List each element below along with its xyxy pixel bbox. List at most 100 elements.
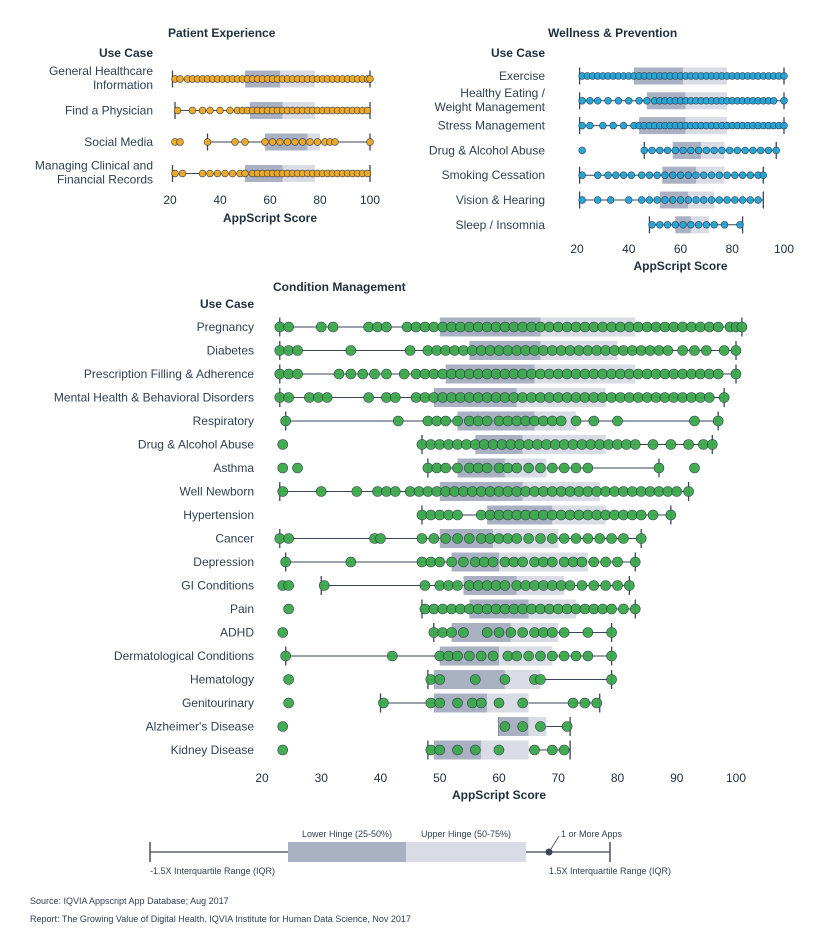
data-point xyxy=(582,462,594,474)
data-point xyxy=(676,196,685,204)
data-point xyxy=(464,392,475,403)
data-point xyxy=(677,368,688,380)
data-point xyxy=(653,462,665,474)
data-point xyxy=(523,439,534,450)
data-point xyxy=(291,138,299,146)
data-point xyxy=(692,196,700,204)
data-point xyxy=(588,392,600,403)
data-point xyxy=(538,509,549,521)
data-point xyxy=(659,321,671,333)
data-point xyxy=(679,221,687,229)
data-point xyxy=(283,321,294,333)
data-point xyxy=(687,146,695,155)
data-point xyxy=(452,533,463,544)
row-label: Drug & Alcohol Abuse xyxy=(429,143,545,157)
data-point xyxy=(481,368,493,380)
row-label: Prescription Filling & Adherence xyxy=(84,367,254,381)
data-point xyxy=(588,368,600,380)
data-point xyxy=(481,321,493,333)
data-point xyxy=(567,697,579,709)
data-point xyxy=(529,486,540,497)
data-point xyxy=(422,415,434,427)
data-point xyxy=(381,368,392,380)
data-point xyxy=(428,392,440,403)
row-exercise: Exercise xyxy=(499,67,788,85)
data-point xyxy=(277,721,289,732)
data-point xyxy=(643,97,651,105)
legend: Lower Hinge (25-50%) Upper Hinge (50-75%… xyxy=(149,829,671,876)
data-point xyxy=(475,697,487,709)
data-point xyxy=(431,462,443,474)
data-point xyxy=(431,486,443,497)
data-point xyxy=(176,75,184,83)
data-point xyxy=(780,72,788,80)
data-point xyxy=(277,627,289,638)
data-point xyxy=(686,392,697,403)
data-point xyxy=(440,345,451,356)
tick-label: 70 xyxy=(552,771,566,785)
data-point xyxy=(499,368,511,380)
row-stress-management: Stress Management xyxy=(438,117,788,135)
data-point xyxy=(206,169,214,178)
data-point xyxy=(677,392,688,403)
row-prescription-filling-adherence: Prescription Filling & Adherence xyxy=(84,364,742,384)
data-point xyxy=(425,744,437,756)
data-point xyxy=(345,368,357,380)
data-point xyxy=(363,321,374,333)
row-hematology: Hematology xyxy=(190,670,617,689)
tick-label: 100 xyxy=(774,242,794,256)
data-point xyxy=(612,556,623,568)
data-point xyxy=(455,392,466,403)
legend-left-iqr-label: -1.5X Interquartile Range (IQR) xyxy=(150,866,275,876)
data-point xyxy=(561,392,573,403)
data-point xyxy=(573,486,585,497)
data-point xyxy=(535,603,546,615)
data-point xyxy=(627,171,636,179)
row-social-media: Social Media xyxy=(84,133,374,151)
data-point xyxy=(561,721,573,732)
data-point xyxy=(582,650,594,662)
data-point xyxy=(280,415,292,427)
row-pain: Pain xyxy=(230,599,641,619)
data-point xyxy=(629,556,641,568)
row-healthy-eating-weight-management: Healthy Eating / Weight Management xyxy=(434,86,788,114)
data-point xyxy=(437,627,449,638)
data-point xyxy=(544,603,555,615)
data-point xyxy=(656,146,664,155)
data-point xyxy=(499,321,511,333)
tick-label: 100 xyxy=(726,771,746,785)
data-point xyxy=(576,556,588,568)
lower-hinge-box xyxy=(451,623,511,642)
data-point xyxy=(487,650,499,662)
data-point xyxy=(511,415,523,427)
data-point xyxy=(428,627,440,638)
data-point xyxy=(277,462,289,474)
data-point xyxy=(404,486,416,497)
footer: Source: IQVIA Appscript App Database; Au… xyxy=(30,896,411,924)
data-point xyxy=(419,392,431,403)
data-point xyxy=(663,146,672,155)
data-point xyxy=(410,368,422,380)
data-point xyxy=(582,627,594,638)
data-point xyxy=(304,392,315,403)
data-point xyxy=(292,462,303,474)
row-header: Use Case xyxy=(200,297,254,311)
data-point xyxy=(419,580,431,591)
data-point xyxy=(469,439,481,450)
row-kidney-disease: Kidney Disease xyxy=(171,740,571,760)
data-point xyxy=(615,321,626,333)
data-point xyxy=(695,392,706,403)
data-point xyxy=(606,674,617,685)
data-point xyxy=(419,603,431,615)
tick-label: 90 xyxy=(670,771,684,785)
data-point xyxy=(425,509,437,521)
data-point xyxy=(547,627,558,638)
data-point xyxy=(625,97,633,105)
data-point xyxy=(268,138,277,146)
data-point xyxy=(627,345,638,356)
data-point xyxy=(629,439,641,450)
data-point xyxy=(464,650,475,662)
data-point xyxy=(594,439,606,450)
data-point xyxy=(475,533,487,544)
data-point xyxy=(312,392,324,403)
